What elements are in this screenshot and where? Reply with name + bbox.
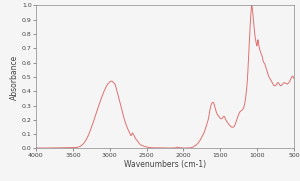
Y-axis label: Absorbance: Absorbance <box>10 54 19 100</box>
X-axis label: Wavenumbers (cm-1): Wavenumbers (cm-1) <box>124 160 206 169</box>
